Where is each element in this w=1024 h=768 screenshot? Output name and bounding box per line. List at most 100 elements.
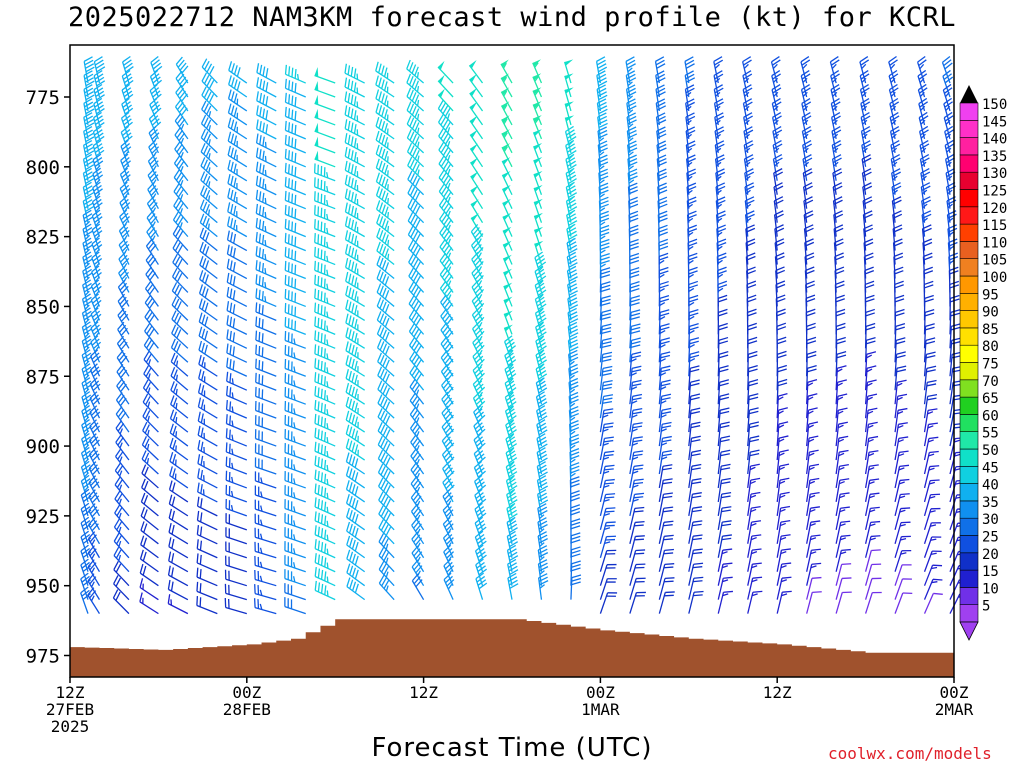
- wind-barb: [377, 380, 395, 405]
- wind-barb: [344, 174, 365, 196]
- wind-barb: [599, 464, 615, 489]
- y-tick-label: 850: [26, 296, 60, 318]
- wind-barb: [864, 478, 880, 503]
- wind-barb: [717, 548, 733, 572]
- colorbar-swatch: [959, 137, 979, 156]
- wind-barb: [567, 279, 578, 307]
- wind-barb: [834, 266, 845, 293]
- wind-barb: [314, 150, 336, 168]
- wind-barb: [376, 214, 395, 238]
- wind-barb: [921, 210, 932, 237]
- wind-barb: [93, 83, 105, 112]
- wind-barb: [564, 115, 575, 140]
- wind-barb: [806, 548, 821, 572]
- wind-barb: [568, 391, 579, 419]
- wind-barb: [805, 322, 816, 349]
- wind-barb: [835, 492, 850, 516]
- wind-barb: [920, 182, 931, 209]
- wind-barb: [747, 491, 761, 516]
- wind-barb: [118, 237, 130, 265]
- wind-barb: [227, 103, 248, 126]
- wind-barb: [199, 199, 218, 224]
- wind-barb: [534, 251, 547, 279]
- wind-barb: [658, 393, 672, 419]
- wind-barb: [502, 254, 513, 279]
- wind-barb: [116, 335, 130, 363]
- wind-barb: [139, 578, 159, 601]
- wind-barb: [226, 272, 248, 294]
- wind-barb: [197, 468, 218, 489]
- wind-barb: [921, 196, 932, 223]
- wind-barb: [227, 188, 248, 210]
- wind-barb: [889, 125, 900, 153]
- wind-barb: [441, 405, 455, 433]
- wind-barb: [805, 280, 815, 307]
- wind-barb: [658, 506, 674, 530]
- wind-barb: [140, 507, 159, 531]
- wind-barb: [500, 73, 513, 98]
- wind-barb: [201, 100, 218, 126]
- wind-barb: [256, 105, 277, 126]
- wind-barb: [377, 394, 395, 419]
- wind-barb: [599, 281, 611, 307]
- wind-barb: [345, 438, 366, 461]
- wind-barb: [225, 470, 248, 489]
- wind-barb: [88, 475, 101, 503]
- wind-barb: [407, 212, 425, 238]
- wind-barb: [145, 266, 159, 293]
- wind-barb: [596, 84, 608, 112]
- wind-barb: [146, 210, 159, 237]
- wind-barb: [147, 167, 159, 196]
- wind-barb: [227, 173, 248, 196]
- wind-barb: [597, 154, 609, 181]
- wind-barb: [776, 477, 790, 502]
- wind-barb: [744, 210, 755, 237]
- wind-barb: [658, 421, 672, 447]
- wind-barb: [344, 230, 365, 252]
- wind-barb: [410, 475, 425, 503]
- wind-barb: [776, 520, 791, 544]
- wind-barb: [713, 56, 724, 84]
- wind-barb: [861, 154, 872, 181]
- wind-barb: [502, 240, 513, 265]
- wind-barb: [835, 548, 851, 572]
- wind-barb: [629, 549, 646, 572]
- wind-barb: [284, 316, 306, 335]
- wind-barb: [254, 584, 277, 601]
- wind-barb: [139, 592, 159, 615]
- wind-barb: [923, 294, 934, 321]
- wind-barb: [82, 153, 95, 181]
- colorbar-label: 80: [982, 339, 999, 355]
- wind-barb: [255, 344, 277, 363]
- colorbar-label: 25: [982, 530, 999, 546]
- wind-barb: [141, 436, 159, 461]
- wind-barb: [314, 302, 336, 322]
- wind-barb: [375, 117, 395, 140]
- wind-barb: [864, 266, 875, 293]
- wind-barb: [892, 224, 903, 251]
- wind-barb: [776, 336, 787, 363]
- wind-barb: [377, 366, 395, 391]
- wind-barb: [747, 562, 762, 586]
- wind-barb: [567, 307, 579, 335]
- wind-barb: [918, 111, 929, 140]
- wind-barb: [375, 186, 395, 210]
- wind-barb: [835, 294, 845, 321]
- wind-barb: [658, 563, 675, 586]
- wind-barb: [170, 381, 189, 405]
- wind-barb: [568, 363, 579, 391]
- wind-barb: [686, 182, 697, 209]
- y-tick-label: 825: [26, 227, 60, 249]
- wind-barb: [776, 322, 787, 349]
- wind-barb: [655, 98, 667, 126]
- wind-barb: [893, 266, 904, 293]
- wind-barb: [658, 365, 671, 391]
- wind-barb: [597, 126, 608, 153]
- wind-barb: [747, 350, 758, 377]
- wind-barb: [746, 308, 757, 335]
- wind-barb: [406, 87, 425, 112]
- wind-barb: [314, 441, 336, 461]
- wind-barb: [567, 335, 579, 363]
- wind-barb: [658, 450, 673, 475]
- wind-barb: [862, 210, 873, 237]
